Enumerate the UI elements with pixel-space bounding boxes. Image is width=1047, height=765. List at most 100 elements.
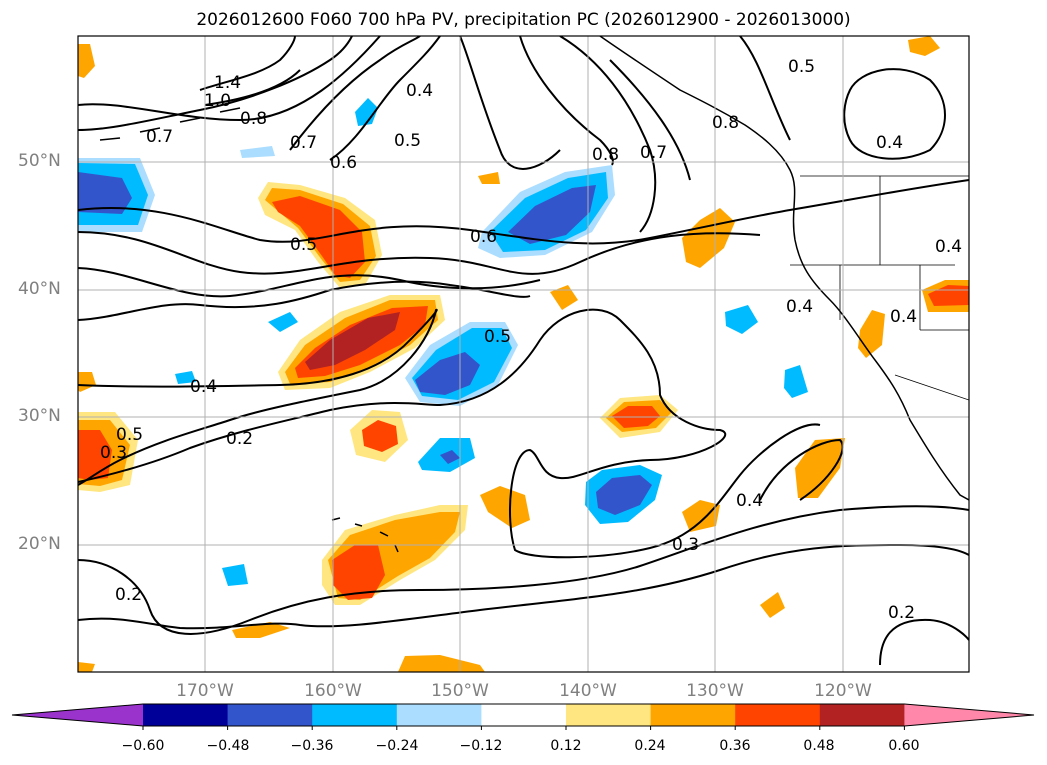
- pv-contour: [519, 36, 614, 166]
- contour-label: 0.3: [100, 443, 127, 463]
- contour-label: 0.4: [935, 237, 962, 257]
- contour-label: 0.5: [484, 327, 511, 347]
- colorbar-segment: [566, 704, 652, 726]
- precip-pos-area: [332, 545, 385, 600]
- hawaii-islands: [331, 517, 399, 553]
- pv-contour: [78, 308, 821, 559]
- precip-neg-area: [355, 98, 378, 126]
- contour-label: 0.5: [116, 425, 143, 445]
- colorbar-tick-label: −0.24: [375, 738, 419, 754]
- precip-pos-area: [398, 655, 485, 672]
- map-plot-area: 1.4 1.0 0.8 0.7 0.7 0.6 0.5 0.4 0.5 0.6 …: [78, 36, 969, 672]
- contour-label: 0.7: [146, 127, 173, 147]
- precip-pos-area: [78, 662, 95, 672]
- colorbar: [11, 703, 1035, 730]
- precip-pos-area: [78, 372, 96, 392]
- colorbar-extend-min: [12, 704, 143, 726]
- precip-pos-area: [550, 285, 578, 310]
- colorbar-tick-label: −0.48: [206, 738, 250, 754]
- pv-contour: [559, 36, 657, 233]
- lat-label: 30°N: [18, 406, 61, 426]
- contour-label: 0.2: [226, 429, 253, 449]
- precip-pos-area: [478, 172, 500, 184]
- precip-pos-area: [795, 438, 845, 498]
- colorbar-tick-label: −0.36: [290, 738, 334, 754]
- precip-pos-area: [362, 420, 398, 452]
- colorbar-tick-label: −0.60: [121, 738, 165, 754]
- precip-neg-area: [415, 352, 480, 395]
- contour-label: 0.4: [786, 297, 813, 317]
- contour-label: 0.3: [672, 535, 699, 555]
- contour-label: 0.2: [115, 585, 142, 605]
- contour-label: 0.6: [330, 153, 357, 173]
- contour-label: 0.4: [736, 491, 763, 511]
- lon-label: 130°W: [686, 681, 744, 701]
- precip-neg-area: [175, 371, 196, 384]
- precip-pos-area: [232, 622, 290, 638]
- pv-contour: [78, 280, 531, 321]
- colorbar-tick-label: 0.12: [550, 738, 582, 754]
- map-title: 2026012600 F060 700 hPa PV, precipitatio…: [196, 10, 851, 30]
- pv-contour: [78, 505, 969, 635]
- gridlines: [78, 36, 969, 672]
- pv-contour: [289, 36, 421, 151]
- contour-label: 0.8: [592, 145, 619, 165]
- political-borders: [790, 175, 969, 401]
- lat-label: 40°N: [18, 279, 61, 299]
- contour-label: 0.7: [290, 133, 317, 153]
- colorbar-tick-label: 0.48: [803, 738, 835, 754]
- colorbar-segment: [650, 704, 736, 726]
- contour-label: 1.0: [204, 91, 231, 111]
- precip-pos-area: [858, 310, 885, 358]
- state-borders: [790, 176, 969, 401]
- precip-pos-area: [272, 196, 365, 278]
- contour-label: 0.4: [876, 133, 903, 153]
- precip-neg-area: [596, 475, 652, 515]
- colorbar-segment: [143, 704, 229, 726]
- lon-label: 120°W: [814, 681, 872, 701]
- pv-contour: [78, 179, 969, 245]
- contour-label: 0.7: [640, 143, 667, 163]
- lon-label: 160°W: [304, 681, 362, 701]
- precip-pos-area: [78, 44, 95, 78]
- lon-label: 170°W: [176, 681, 234, 701]
- pv-contour: [78, 308, 438, 486]
- precip-neg-area: [222, 564, 248, 586]
- pv-contour: [459, 36, 561, 170]
- contour-label: 0.4: [890, 307, 917, 327]
- lon-label: 150°W: [431, 681, 489, 701]
- contour-label: 0.4: [190, 377, 217, 397]
- precip-pos-area: [305, 312, 400, 370]
- precip-pos-area: [760, 592, 785, 618]
- precip-neg-area: [440, 450, 460, 464]
- colorbar-segment: [735, 704, 821, 726]
- precip-neg-area: [78, 172, 132, 214]
- pv-contour: [78, 36, 353, 131]
- precip-neg-area: [240, 146, 275, 158]
- map-frame: [77, 35, 970, 673]
- colorbar-segment: [227, 704, 313, 726]
- pv-contour: [329, 36, 441, 161]
- pv-contour: [609, 59, 691, 181]
- colorbar-extend-max: [904, 704, 1034, 726]
- aleutian-islands: [99, 107, 241, 141]
- contour-label: 0.6: [470, 227, 497, 247]
- contour-label: 0.2: [888, 603, 915, 623]
- contour-label: 0.8: [712, 113, 739, 133]
- colorbar-segment: [819, 704, 905, 726]
- colorbar-segment: [312, 704, 398, 726]
- contour-label: 0.4: [406, 81, 433, 101]
- lat-label: 20°N: [18, 534, 61, 554]
- colorbar-tick-label: 0.60: [888, 738, 920, 754]
- colorbar-segment: [396, 704, 482, 726]
- colorbar-segment: [481, 704, 567, 726]
- contour-label: 0.5: [394, 131, 421, 151]
- precip-neg-area: [784, 365, 808, 398]
- precip-neg-area: [725, 305, 758, 334]
- pv-contour: [879, 618, 969, 666]
- north-america-coastline: [599, 36, 969, 501]
- precip-neg-area: [268, 312, 298, 332]
- pv-contour: [759, 438, 844, 501]
- pv-contours: [78, 36, 969, 666]
